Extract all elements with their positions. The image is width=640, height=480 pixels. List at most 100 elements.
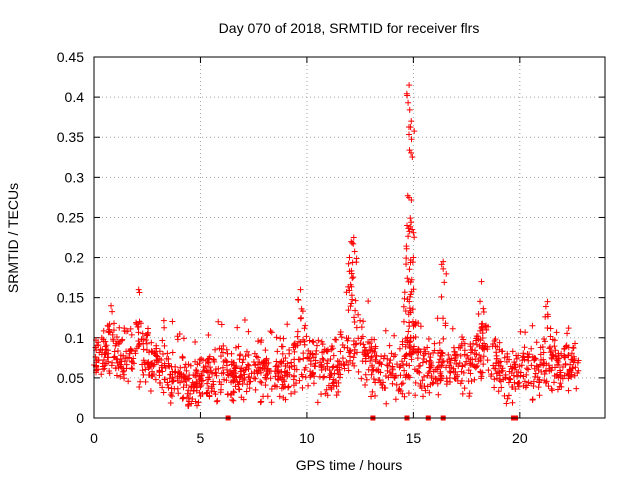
data-point [496, 339, 503, 346]
data-point [548, 385, 555, 392]
data-point [417, 362, 424, 369]
data-point [554, 357, 561, 364]
data-point [475, 311, 482, 318]
data-point [483, 327, 490, 334]
data-point [320, 356, 327, 363]
data-point [408, 356, 415, 363]
data-point [206, 364, 213, 371]
data-point [426, 357, 433, 364]
data-point [345, 349, 352, 356]
data-point [416, 369, 423, 376]
peak-point [442, 320, 449, 327]
data-point [112, 342, 119, 349]
data-point [425, 351, 432, 358]
data-point [231, 389, 238, 396]
data-point [330, 352, 337, 359]
peak-point [350, 234, 357, 241]
peak-point [478, 321, 485, 328]
data-point [147, 387, 154, 394]
data-point [536, 392, 543, 399]
data-point [243, 364, 250, 371]
data-point [427, 364, 434, 371]
y-axis-label: SRMTID / TECUs [5, 183, 21, 293]
data-point [438, 352, 445, 359]
data-point [164, 379, 171, 386]
data-point [561, 345, 568, 352]
data-point [102, 343, 109, 350]
peak-point [480, 308, 487, 315]
data-point [415, 368, 422, 375]
data-point [306, 337, 313, 344]
data-point [196, 360, 203, 367]
data-point [137, 378, 144, 385]
data-point [435, 359, 442, 366]
data-point [100, 366, 107, 373]
data-point [152, 348, 159, 355]
data-point [208, 367, 215, 374]
data-point [369, 367, 376, 374]
data-point [463, 358, 470, 365]
data-point [202, 363, 209, 370]
data-point [230, 388, 237, 395]
data-point [341, 365, 348, 372]
data-point [183, 367, 190, 374]
peak-point [349, 239, 356, 246]
data-point [315, 337, 322, 344]
data-point [405, 390, 412, 397]
data-point [393, 381, 400, 388]
data-point [323, 386, 330, 393]
data-point [280, 384, 287, 391]
data-point [288, 390, 295, 397]
data-point [148, 372, 155, 379]
data-point [286, 364, 293, 371]
data-point [337, 348, 344, 355]
data-point [290, 382, 297, 389]
y-tick-label: 0.25 [57, 209, 84, 225]
data-point [440, 335, 447, 342]
data-point [372, 379, 379, 386]
data-point [350, 354, 357, 361]
data-point [503, 400, 510, 407]
data-point [245, 328, 252, 335]
data-point [501, 392, 508, 399]
data-point [528, 345, 535, 352]
data-point [501, 354, 508, 361]
data-point [177, 364, 184, 371]
x-axis-label: GPS time / hours [296, 457, 403, 473]
data-point [547, 344, 554, 351]
data-point [174, 378, 181, 385]
data-point [387, 357, 394, 364]
peak-point [403, 245, 410, 252]
data-point [98, 371, 105, 378]
data-point [492, 365, 499, 372]
data-point [446, 368, 453, 375]
peak-point [480, 305, 487, 312]
data-point [324, 363, 331, 370]
peak-point [440, 258, 447, 265]
data-point [344, 344, 351, 351]
data-point [427, 354, 434, 361]
data-point [218, 381, 225, 388]
data-point [242, 353, 249, 360]
data-point [436, 356, 443, 363]
data-point [414, 355, 421, 362]
data-point [243, 348, 250, 355]
data-point [365, 298, 372, 305]
data-point [369, 388, 376, 395]
data-point [313, 342, 320, 349]
data-point [106, 368, 113, 375]
data-point [211, 388, 218, 395]
data-point [206, 392, 213, 399]
data-point [320, 374, 327, 381]
data-point [554, 371, 561, 378]
data-point [305, 382, 312, 389]
peak-point [407, 291, 414, 298]
data-point [355, 368, 362, 375]
data-point [307, 350, 314, 357]
data-point [232, 383, 239, 390]
data-point [355, 311, 362, 318]
data-point [333, 383, 340, 390]
y-tick-label: 0.15 [57, 290, 84, 306]
data-point [543, 378, 550, 385]
peak-point [294, 333, 301, 340]
